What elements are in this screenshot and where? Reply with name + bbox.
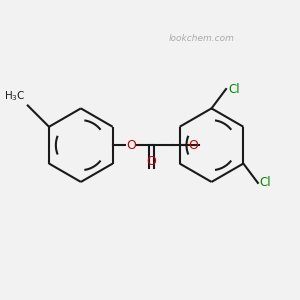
Text: lookchem.com: lookchem.com (169, 34, 235, 43)
Text: H$_3$C: H$_3$C (4, 89, 26, 103)
Text: O: O (188, 139, 198, 152)
Text: Cl: Cl (260, 176, 272, 189)
Text: O: O (147, 155, 157, 168)
Text: Cl: Cl (228, 82, 240, 95)
Text: O: O (126, 139, 136, 152)
